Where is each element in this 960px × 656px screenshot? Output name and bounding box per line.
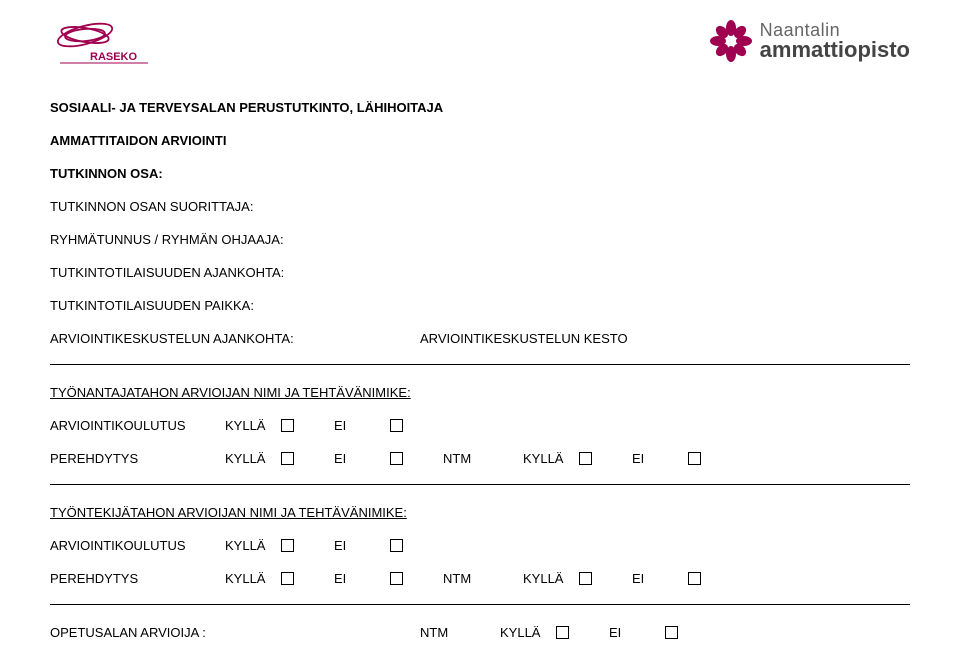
opt-kylla: KYLLÄ <box>523 451 573 466</box>
checkbox[interactable] <box>281 572 294 585</box>
label-perehdytys: PEREHDYTYS <box>50 571 225 586</box>
checkbox[interactable] <box>390 452 403 465</box>
field-suorittaja: TUTKINNON OSAN SUORITTAJA: <box>50 199 910 214</box>
row-perehdytys-1: PEREHDYTYS KYLLÄ EI NTM KYLLÄ EI <box>50 451 910 466</box>
row-arviointikoulutus-1: ARVIOINTIKOULUTUS KYLLÄ EI <box>50 418 910 433</box>
opt-kylla: KYLLÄ <box>225 538 275 553</box>
opt-ei: EI <box>334 451 384 466</box>
flower-icon <box>710 20 752 62</box>
checkbox[interactable] <box>281 539 294 552</box>
checkbox[interactable] <box>579 452 592 465</box>
opt-ei: EI <box>632 571 682 586</box>
subtitle: AMMATTITAIDON ARVIOINTI <box>50 133 910 148</box>
checkbox[interactable] <box>390 572 403 585</box>
field-keskustelu-kesto: ARVIOINTIKESKUSTELUN KESTO <box>420 331 628 346</box>
opt-ntm: NTM <box>443 451 483 466</box>
checkbox[interactable] <box>390 419 403 432</box>
opt-ei: EI <box>632 451 682 466</box>
divider-1 <box>50 364 910 365</box>
svg-text:RASEKO: RASEKO <box>90 51 138 63</box>
label-arviointikoulutus: ARVIOINTIKOULUTUS <box>50 538 225 553</box>
section-tyonantaja: TYÖNANTAJATAHON ARVIOIJAN NIMI JA TEHTÄV… <box>50 385 910 400</box>
checkbox[interactable] <box>688 452 701 465</box>
opt-ntm: NTM <box>420 625 460 640</box>
checkbox[interactable] <box>665 626 678 639</box>
label-perehdytys: PEREHDYTYS <box>50 451 225 466</box>
opt-kylla: KYLLÄ <box>225 451 275 466</box>
row-opetusala: OPETUSALAN ARVIOIJA : NTM KYLLÄ EI <box>50 625 910 640</box>
opt-ei: EI <box>334 538 384 553</box>
checkbox[interactable] <box>281 452 294 465</box>
opt-ntm: NTM <box>443 571 483 586</box>
label-arviointikoulutus: ARVIOINTIKOULUTUS <box>50 418 225 433</box>
divider-3 <box>50 604 910 605</box>
header: RASEKO Naantalin ammattiopisto <box>50 20 910 90</box>
checkbox[interactable] <box>281 419 294 432</box>
checkbox[interactable] <box>688 572 701 585</box>
opt-kylla: KYLLÄ <box>225 418 275 433</box>
checkbox[interactable] <box>579 572 592 585</box>
naantali-bottom: ammattiopisto <box>760 39 910 61</box>
checkbox[interactable] <box>390 539 403 552</box>
field-tutkinnon-osa: TUTKINNON OSA: <box>50 166 910 181</box>
section-opetusala: OPETUSALAN ARVIOIJA : <box>50 625 420 640</box>
field-ajankohta: TUTKINTOTILAISUUDEN AJANKOHTA: <box>50 265 910 280</box>
opt-ei: EI <box>334 571 384 586</box>
field-ryhma: RYHMÄTUNNUS / RYHMÄN OHJAAJA: <box>50 232 910 247</box>
field-keskustelu-ajankohta: ARVIOINTIKESKUSTELUN AJANKOHTA: <box>50 331 320 346</box>
opt-ei: EI <box>609 625 659 640</box>
raseko-logo-icon: RASEKO <box>50 20 150 65</box>
content: SOSIAALI- JA TERVEYSALAN PERUSTUTKINTO, … <box>50 100 910 640</box>
opt-kylla: KYLLÄ <box>500 625 550 640</box>
title: SOSIAALI- JA TERVEYSALAN PERUSTUTKINTO, … <box>50 100 910 115</box>
opt-ei: EI <box>334 418 384 433</box>
divider-2 <box>50 484 910 485</box>
opt-kylla: KYLLÄ <box>523 571 573 586</box>
row-perehdytys-2: PEREHDYTYS KYLLÄ EI NTM KYLLÄ EI <box>50 571 910 586</box>
opt-kylla: KYLLÄ <box>225 571 275 586</box>
row-arviointikoulutus-2: ARVIOINTIKOULUTUS KYLLÄ EI <box>50 538 910 553</box>
naantali-logo: Naantalin ammattiopisto <box>710 20 910 62</box>
field-paikka: TUTKINTOTILAISUUDEN PAIKKA: <box>50 298 910 313</box>
field-keskustelu-row: ARVIOINTIKESKUSTELUN AJANKOHTA: ARVIOINT… <box>50 331 910 346</box>
naantali-text: Naantalin ammattiopisto <box>760 21 910 61</box>
raseko-logo: RASEKO <box>50 20 150 65</box>
section-tyontekija: TYÖNTEKIJÄTAHON ARVIOIJAN NIMI JA TEHTÄV… <box>50 505 910 520</box>
checkbox[interactable] <box>556 626 569 639</box>
